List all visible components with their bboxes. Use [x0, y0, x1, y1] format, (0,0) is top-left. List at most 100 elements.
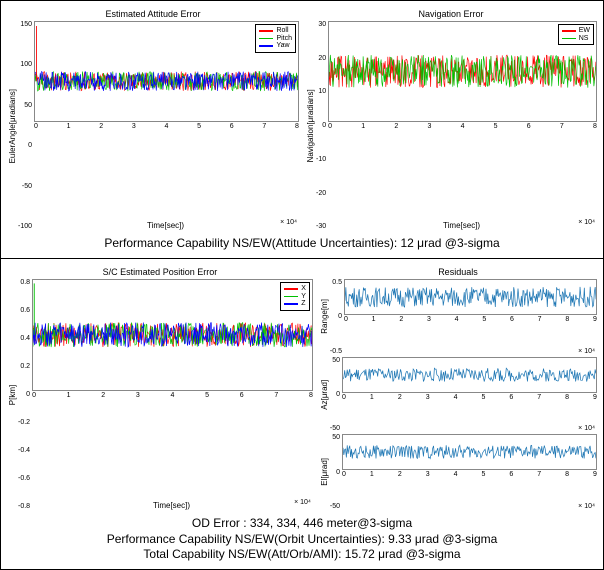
position-error-chart: S/C Estimated Position Error P[km] 0.80.…: [7, 267, 313, 510]
y-axis-label: EulerAngle[μradians]: [7, 21, 18, 230]
residuals-chart: Residuals Range[m]0.50-0.50123456789× 10…: [319, 267, 597, 510]
tick-label: 8: [295, 123, 299, 222]
residual-subplot: El[μrad]500-500123456789× 10⁴: [319, 434, 597, 510]
tick-label: 30: [316, 21, 326, 28]
tick-label: -0.2: [18, 419, 30, 426]
x-exponent: × 10⁴: [184, 219, 299, 230]
y-ticks: 30 20 10 0 -10 -20 -30: [316, 21, 328, 230]
tick-label: 7: [262, 123, 266, 222]
tick-label: 100: [18, 61, 32, 68]
tick-label: 6: [527, 123, 531, 222]
x-axis-label: Time[sec]): [147, 221, 184, 230]
tick-label: -0.4: [18, 447, 30, 454]
tick-label: 4: [171, 392, 175, 502]
x-ticks: 012345678: [328, 122, 597, 222]
y-ticks: 500-50: [330, 357, 342, 433]
legend-item: Yaw: [259, 42, 292, 50]
tick-label: 0.8: [18, 279, 30, 286]
x-exponent: × 10⁴: [190, 499, 313, 510]
plot-area: XYZ: [32, 279, 313, 391]
y-axis-label: Navigation[μradians]: [305, 21, 316, 230]
x-exponent: × 10⁴: [480, 219, 597, 230]
chart-title: Residuals: [319, 267, 597, 277]
tick-label: 0: [18, 142, 32, 149]
x-exponent: × 10⁴: [342, 503, 597, 510]
tick-label: 0: [328, 123, 332, 222]
tick-label: 10: [316, 88, 326, 95]
legend: XYZ: [280, 282, 310, 311]
legend-item: Y: [284, 293, 306, 301]
tick-label: 0.6: [18, 307, 30, 314]
caption-line: Total Capability NS/EW(Att/Orb/AMI): 15.…: [1, 547, 603, 563]
caption-line: Performance Capability NS/EW(Orbit Uncer…: [1, 532, 603, 548]
y-ticks: 150100500-50-100: [18, 21, 34, 230]
x-ticks: 0123456789: [342, 470, 597, 505]
legend: EWNS: [558, 24, 594, 45]
residuals-stack: Range[m]0.50-0.50123456789× 10⁴Az[μrad]5…: [319, 279, 597, 510]
plot-area: RollPitchYaw: [34, 21, 299, 122]
x-axis-label: Time[sec]): [443, 221, 480, 230]
tick-label: 0: [34, 123, 38, 222]
tick-label: 50: [18, 102, 32, 109]
legend-item: Z: [284, 300, 306, 308]
x-exponent: × 10⁴: [342, 425, 597, 432]
tick-label: -30: [316, 223, 326, 230]
tick-label: 0.4: [18, 335, 30, 342]
tick-label: 5: [197, 123, 201, 222]
tick-label: 2: [394, 123, 398, 222]
bottom-caption: OD Error : 334, 334, 446 meter@3-sigmaPe…: [1, 512, 603, 569]
x-exponent: × 10⁴: [344, 348, 597, 355]
tick-label: 2: [99, 123, 103, 222]
figure-container: Estimated Attitude Error EulerAngle[μrad…: [0, 0, 604, 570]
tick-label: 2: [101, 392, 105, 502]
plot-area: [342, 357, 597, 393]
tick-label: 1: [67, 392, 71, 502]
tick-label: 5: [494, 123, 498, 222]
residual-subplot: Range[m]0.50-0.50123456789× 10⁴: [319, 279, 597, 355]
legend-item: Pitch: [259, 35, 292, 43]
tick-label: -10: [316, 156, 326, 163]
y-axis-label: P[km]: [7, 279, 18, 510]
y-ticks: 500-50: [330, 434, 342, 510]
plot-area: EWNS: [328, 21, 597, 122]
chart-title: Navigation Error: [305, 9, 597, 19]
chart-title: S/C Estimated Position Error: [7, 267, 313, 277]
tick-label: -0.8: [18, 503, 30, 510]
tick-label: 6: [230, 123, 234, 222]
x-ticks: 012345678: [34, 122, 299, 222]
legend-item: X: [284, 285, 306, 293]
tick-label: -50: [18, 183, 32, 190]
plot-area: [344, 279, 597, 315]
tick-label: 3: [132, 123, 136, 222]
y-ticks: 0.50-0.5: [330, 279, 344, 355]
tick-label: 0: [316, 122, 326, 129]
y-ticks: 0.8 0.6 0.4 0.2 0 -0.2 -0.4 -0.6 -0.8: [18, 279, 32, 510]
legend: RollPitchYaw: [255, 24, 296, 53]
top-charts-row: Estimated Attitude Error EulerAngle[μrad…: [1, 1, 603, 232]
tick-label: 3: [136, 392, 140, 502]
bottom-charts-row: S/C Estimated Position Error P[km] 0.80.…: [1, 259, 603, 512]
tick-label: -100: [18, 223, 32, 230]
y-axis-label: El[μrad]: [319, 434, 330, 510]
tick-label: 0: [18, 391, 30, 398]
tick-label: 5: [205, 392, 209, 502]
tick-label: 8: [309, 392, 313, 502]
legend-item: EW: [562, 27, 590, 35]
tick-label: 20: [316, 55, 326, 62]
attitude-error-chart: Estimated Attitude Error EulerAngle[μrad…: [7, 9, 299, 230]
tick-label: -20: [316, 190, 326, 197]
tick-label: 4: [165, 123, 169, 222]
tick-label: 0: [32, 392, 36, 502]
caption-line: OD Error : 334, 334, 446 meter@3-sigma: [1, 516, 603, 532]
plot-area: [342, 434, 597, 470]
tick-label: 7: [274, 392, 278, 502]
tick-label: 1: [361, 123, 365, 222]
x-ticks: 0123456789: [342, 393, 597, 428]
x-ticks: 012345678: [32, 391, 313, 502]
tick-label: 0.2: [18, 363, 30, 370]
legend-item: NS: [562, 35, 590, 43]
tick-label: -0.6: [18, 475, 30, 482]
bottom-section: S/C Estimated Position Error P[km] 0.80.…: [1, 259, 603, 569]
navigation-error-chart: Navigation Error Navigation[μradians] 30…: [305, 9, 597, 230]
top-caption: Performance Capability NS/EW(Attitude Un…: [1, 232, 603, 258]
